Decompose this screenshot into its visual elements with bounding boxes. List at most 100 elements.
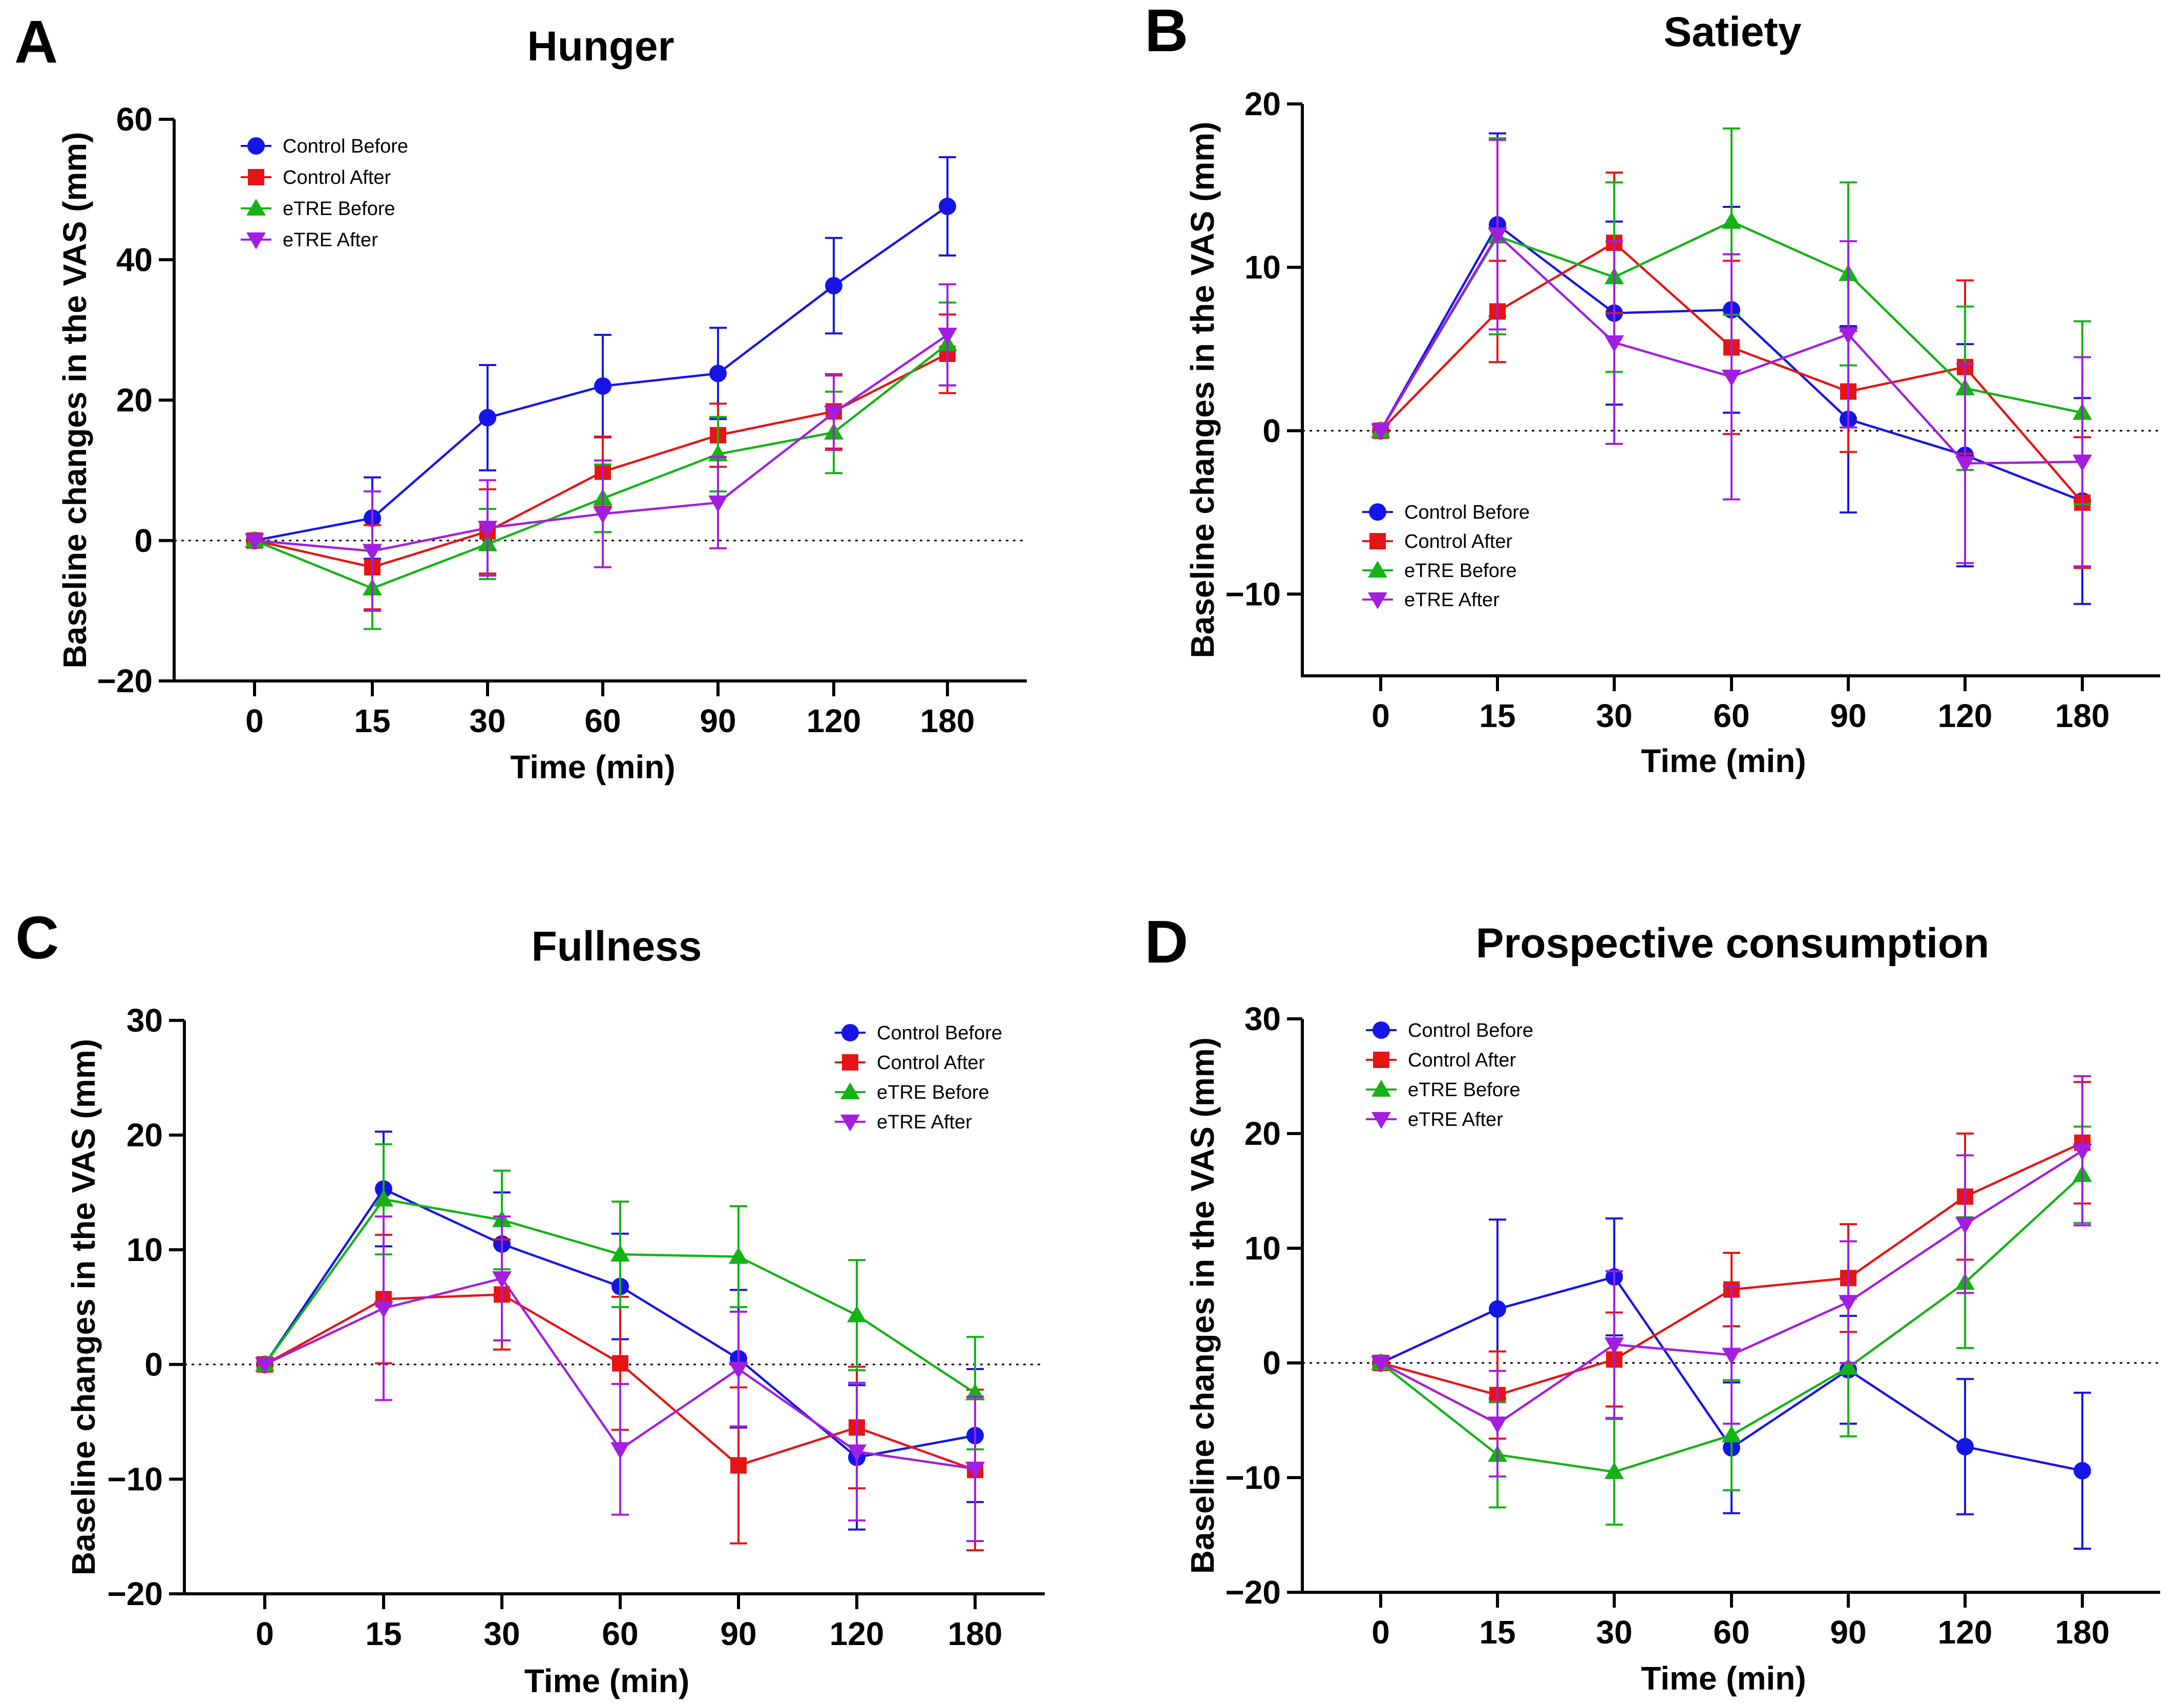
data-point-triangle-down <box>729 1361 748 1379</box>
x-tick-label: 180 <box>2055 697 2110 734</box>
legend-marker-triangle-up <box>1371 1080 1391 1097</box>
y-tick-label: 10 <box>1244 249 1281 286</box>
series-etre-after <box>1371 1075 2092 1478</box>
data-point-triangle-up <box>1605 1462 1624 1479</box>
data-point-triangle-down <box>1371 423 1390 441</box>
data-point-triangle-down <box>478 521 497 538</box>
legend-marker-square <box>1369 533 1386 549</box>
x-tick-label: 180 <box>920 702 975 739</box>
x-tick-label: 120 <box>1938 1614 1993 1651</box>
x-tick-label: 0 <box>1371 697 1390 734</box>
y-tick-label: 0 <box>1262 412 1281 449</box>
legend-marker-triangle-down <box>1368 592 1387 609</box>
data-point-triangle-down <box>708 495 728 513</box>
y-axis-label: Baseline changes in the VAS (mm) <box>1184 1037 1221 1574</box>
data-point-triangle-down <box>245 533 264 550</box>
legend-marker-square <box>248 169 264 185</box>
y-tick-label: 60 <box>116 101 153 138</box>
legend-entry-label: eTRE After <box>1408 1109 1503 1130</box>
x-tick-label: 15 <box>1479 1614 1515 1651</box>
legend-marker-triangle-down <box>1371 1112 1391 1129</box>
data-point-triangle-up <box>1722 1425 1741 1443</box>
chart-title: Fullness <box>532 923 702 970</box>
y-tick-label: 10 <box>1244 1230 1281 1267</box>
y-tick-label: 20 <box>1244 86 1281 122</box>
chart-panel-a: A Hunger −20 0 20 40 60 0 15 30 60 90 120 180 Time (mi… <box>14 8 1027 785</box>
data-point-triangle-down <box>374 1301 393 1318</box>
x-tick-label: 60 <box>1713 697 1749 734</box>
panel-letter: C <box>15 904 59 972</box>
data-point-triangle-down <box>1955 1216 1975 1234</box>
y-tick-label: −20 <box>1225 1574 1281 1611</box>
data-point-circle <box>594 377 611 395</box>
data-point-triangle-down <box>1839 327 1858 344</box>
legend-marker-triangle-down <box>840 1115 860 1131</box>
legend-entry-label: Control Before <box>283 136 408 157</box>
x-tick-label: 15 <box>365 1615 402 1652</box>
legend-entry-label: Control After <box>877 1052 985 1074</box>
legend-marker-triangle-down <box>246 232 266 249</box>
legend-marker-circle <box>841 1024 859 1041</box>
legend-entry-label: eTRE Before <box>877 1082 989 1103</box>
data-point-triangle-down <box>1839 1295 1858 1312</box>
y-tick-label: 0 <box>134 522 153 559</box>
y-tick-label: 0 <box>1262 1344 1281 1381</box>
y-axis-label: Baseline changes in the VAS (mm) <box>1184 122 1221 658</box>
data-point-triangle-down <box>1722 369 1741 387</box>
legend-entry-label: eTRE After <box>283 229 378 251</box>
legend-marker-triangle-up <box>840 1082 860 1099</box>
data-point-triangle-down <box>1605 1337 1624 1355</box>
x-tick-label: 90 <box>700 702 736 739</box>
x-tick-label: 60 <box>1713 1614 1749 1651</box>
data-point-triangle-down <box>1722 1348 1741 1365</box>
x-tick-label: 0 <box>1371 1614 1390 1651</box>
data-point-triangle-down <box>2073 454 2092 472</box>
data-point-circle <box>2074 1462 2091 1480</box>
x-tick-label: 15 <box>354 702 390 739</box>
legend-entry-label: eTRE After <box>1404 589 1500 611</box>
x-tick-label: 30 <box>1596 697 1632 734</box>
legend-marker-circle <box>1373 1021 1390 1039</box>
data-point-triangle-down <box>255 1357 275 1374</box>
legend-marker-square <box>1373 1052 1389 1068</box>
legend: Control Before Control After eTRE Before eT… <box>1366 1020 1533 1130</box>
chart-panel-d: D Prospective consumption −20 −10 0 10 20 30 0 15… <box>1145 908 2160 1697</box>
series-etre-after <box>255 1215 985 1542</box>
chart-panel-c: C Fullness −20 −10 0 10 20 30 0 15 30 60 90 120 180 Tim… <box>15 904 1045 1699</box>
x-tick-label: 90 <box>720 1615 756 1652</box>
legend-entry-label: Control Before <box>877 1022 1002 1044</box>
data-point-triangle-up <box>1839 1357 1858 1375</box>
y-tick-label: 10 <box>126 1231 163 1268</box>
y-tick-label: 20 <box>116 382 153 419</box>
x-tick-label: 30 <box>469 702 505 739</box>
x-tick-label: 60 <box>602 1615 638 1652</box>
x-tick-label: 60 <box>584 702 621 739</box>
data-point-triangle-down <box>363 544 382 561</box>
data-point-triangle-down <box>938 327 957 345</box>
data-point-triangle-down <box>965 1461 985 1479</box>
x-tick-label: 15 <box>1479 697 1515 734</box>
data-point-square <box>730 1457 747 1474</box>
y-tick-label: 20 <box>1244 1115 1281 1152</box>
y-tick-label: 30 <box>1244 1000 1281 1037</box>
legend-entry-label: eTRE Before <box>1404 560 1517 582</box>
data-point-triangle-down <box>1488 1416 1507 1434</box>
x-axis-label: Time (min) <box>1641 742 1806 779</box>
legend: Control Before Control After eTRE Before eT… <box>241 136 408 251</box>
legend-marker-circle <box>1369 503 1386 521</box>
data-point-circle <box>479 409 496 426</box>
data-point-square <box>612 1355 628 1372</box>
data-point-triangle-down <box>824 405 843 423</box>
chart-panel-b: B Satiety −10 0 10 20 0 15 30 60 90 120 180 Time (min… <box>1145 0 2160 779</box>
x-tick-label: 30 <box>483 1615 520 1652</box>
data-point-triangle-down <box>1955 456 1975 474</box>
y-tick-label: −10 <box>1225 575 1281 612</box>
legend-marker-square <box>842 1054 858 1071</box>
data-point-triangle-down <box>847 1444 867 1462</box>
data-point-triangle-down <box>1371 1356 1390 1373</box>
data-point-triangle-down <box>2073 1143 2092 1161</box>
data-point-triangle-down <box>492 1271 512 1288</box>
y-tick-label: 30 <box>126 1002 163 1039</box>
chart-title: Hunger <box>527 23 674 70</box>
x-tick-label: 90 <box>1830 697 1866 734</box>
